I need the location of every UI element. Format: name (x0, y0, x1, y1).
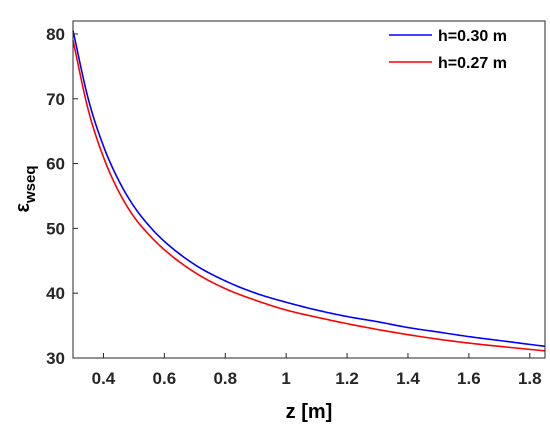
y-tick-label: 40 (46, 284, 65, 303)
y-axis-label: εwseq (12, 165, 39, 212)
x-tick-label: 0.8 (213, 369, 237, 388)
y-axis-label-subscript: wseq (22, 165, 39, 204)
x-tick-label: 1.8 (518, 369, 542, 388)
x-tick-label: 1.4 (396, 369, 420, 388)
y-tick-label: 60 (46, 155, 65, 174)
legend-box (381, 22, 544, 80)
svg-text:εwseq: εwseq (12, 165, 39, 212)
x-axis: 0.4 0.6 0.8 1 1.2 1.4 1.6 1.8 (92, 353, 542, 388)
legend: h=0.30 m h=0.27 m (381, 22, 544, 80)
x-axis-label: z [m] (286, 401, 333, 423)
y-tick-label: 50 (46, 219, 65, 238)
series-line-0 (72, 30, 546, 348)
x-tick-label: 1.6 (457, 369, 481, 388)
y-tick-label: 80 (46, 25, 65, 44)
plot-lines (72, 30, 546, 352)
legend-label-1: h=0.27 m (438, 55, 507, 72)
y-axis: 30 40 50 60 70 80 (46, 25, 78, 368)
plot-area-frame (72, 20, 546, 359)
x-tick-label: 1.2 (335, 369, 359, 388)
x-tick-label: 0.6 (153, 369, 177, 388)
y-axis-label-main: ε (12, 203, 34, 213)
y-tick-label: 70 (46, 90, 65, 109)
x-tick-label: 1 (281, 369, 290, 388)
legend-label-0: h=0.30 m (438, 28, 507, 45)
x-tick-label: 0.4 (92, 369, 116, 388)
y-tick-label: 30 (46, 349, 65, 368)
series-line-1 (72, 40, 546, 352)
